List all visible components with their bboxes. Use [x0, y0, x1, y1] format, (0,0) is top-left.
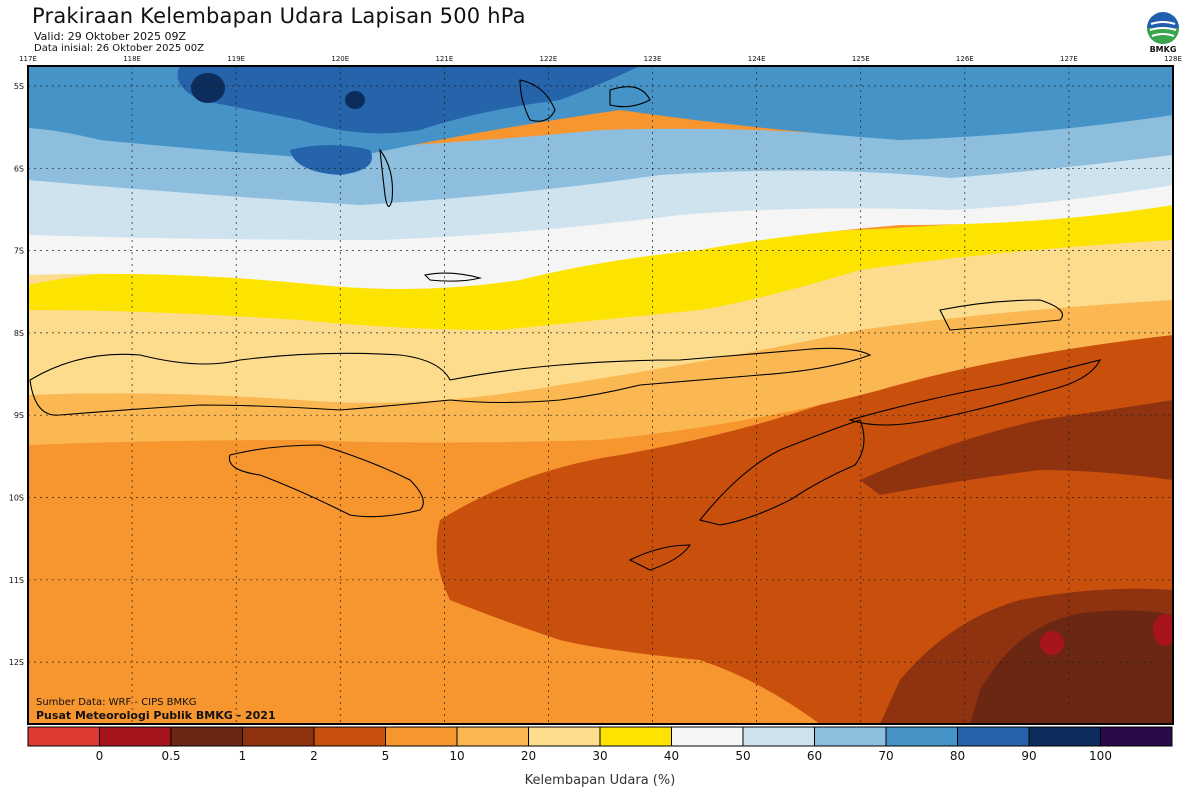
longitude-tick-label: 122E [540, 55, 558, 63]
longitude-tick-label: 127E [1060, 55, 1078, 63]
map-frame [27, 65, 1174, 725]
latitude-tick-label: 9S [14, 411, 24, 420]
latitude-tick-label: 5S [14, 82, 24, 91]
latitude-tick-label: 8S [14, 329, 24, 338]
valid-time: Valid: 29 Oktober 2025 09Z [34, 30, 187, 43]
latitude-tick-label: 12S [9, 658, 24, 667]
latitude-ticks: 5S 6S 7S 8S 9S 10S 11S 12S [9, 82, 24, 667]
longitude-tick-label: 124E [748, 55, 766, 63]
latitude-tick-label: 6S [14, 164, 24, 173]
map-title: Prakiraan Kelembapan Udara Lapisan 500 h… [32, 4, 526, 28]
initial-time: Data inisial: 26 Oktober 2025 00Z [34, 43, 204, 54]
colorbar-title: Kelembapan Udara (%) [524, 773, 676, 788]
longitude-tick-label: 126E [956, 55, 974, 63]
grid-lines [28, 66, 1173, 724]
longitude-tick-label: 121E [435, 55, 453, 63]
latitude-tick-label: 11S [9, 576, 24, 585]
latitude-tick-label: 7S [14, 247, 24, 256]
bmkg-logo-icon [1147, 12, 1179, 44]
longitude-ticks: 117E 118E 119E 120E 121E 122E 123E 124E 125E 126E… [19, 55, 1182, 63]
latitude-tick-label: 10S [9, 494, 24, 503]
data-source: Sumber Data: WRF - CIPS BMKG [36, 697, 197, 708]
longitude-tick-label: 128E [1164, 55, 1182, 63]
longitude-tick-label: 123E [644, 55, 662, 63]
humidity-field [28, 66, 1173, 724]
logo-label: BMKG [1149, 45, 1177, 54]
longitude-tick-label: 118E [123, 55, 141, 63]
longitude-tick-label: 125E [852, 55, 870, 63]
longitude-tick-label: 120E [331, 55, 349, 63]
longitude-tick-label: 117E [19, 55, 37, 63]
longitude-tick-label: 119E [227, 55, 245, 63]
coastlines [29, 79, 1102, 571]
publisher: Pusat Meteorologi Publik BMKG - 2021 [36, 709, 276, 722]
